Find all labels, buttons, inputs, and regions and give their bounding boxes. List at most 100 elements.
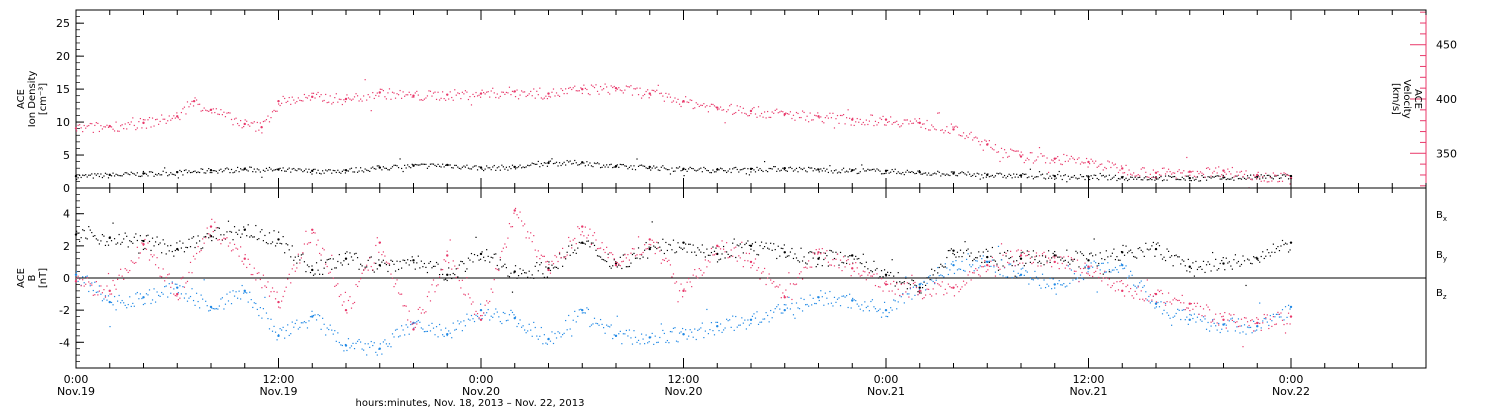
trace-dot: [786, 170, 788, 172]
data-point: [648, 247, 651, 251]
trace-dot: [937, 112, 939, 114]
trace-dot: [376, 237, 378, 239]
trace-dot: [98, 175, 100, 178]
data-point: [851, 267, 854, 270]
trace-dot: [287, 278, 289, 280]
trace-dot: [595, 249, 597, 251]
trace-dot: [847, 171, 849, 173]
data-point: [1019, 174, 1023, 177]
trace-dot: [811, 119, 813, 121]
data-point: [1053, 260, 1056, 264]
trace-dot: [363, 349, 365, 351]
trace-dot: [202, 168, 204, 170]
trace-dot: [809, 167, 811, 169]
trace-dot: [520, 326, 523, 328]
trace-dot: [199, 171, 201, 174]
trace-dot: [1067, 175, 1069, 177]
trace-dot: [214, 308, 216, 310]
trace-dot: [864, 124, 866, 126]
trace-dot: [931, 174, 933, 176]
trace-dot: [792, 314, 795, 316]
trace-dot: [528, 323, 530, 325]
trace-dot: [1060, 259, 1062, 261]
trace-dot: [539, 335, 541, 337]
trace-dot: [1102, 174, 1104, 177]
trace-dot: [309, 241, 312, 244]
trace-dot: [1207, 321, 1209, 324]
trace-dot: [1263, 313, 1265, 316]
trace-dot: [478, 94, 480, 96]
trace-dot: [205, 172, 207, 174]
trace-dot: [161, 291, 163, 294]
trace-dot: [891, 123, 893, 125]
trace-dot: [613, 259, 615, 261]
trace-dot: [595, 239, 597, 241]
trace-dot: [1040, 265, 1042, 267]
trace-dot: [1026, 254, 1028, 257]
trace-dot: [797, 112, 799, 115]
trace-dot: [578, 241, 580, 244]
trace-dot: [405, 324, 407, 326]
trace-dot: [218, 305, 220, 307]
trace-dot: [1072, 260, 1074, 262]
trace-dot: [1034, 270, 1036, 273]
trace-dot: [1202, 176, 1205, 178]
trace-dot: [647, 257, 649, 259]
trace-dot: [644, 249, 646, 251]
trace-dot: [366, 266, 368, 268]
trace-dot: [956, 251, 959, 253]
trace-dot: [1113, 248, 1115, 250]
trace-dot: [311, 92, 313, 94]
trace-dot: [789, 111, 792, 113]
trace-dot: [771, 111, 773, 113]
trace-dot: [1253, 330, 1255, 332]
trace-dot: [586, 88, 588, 91]
trace-dot: [393, 286, 395, 288]
trace-dot: [909, 284, 911, 286]
trace-dot: [265, 286, 268, 288]
trace-dot: [1227, 319, 1229, 321]
trace-dot: [517, 217, 520, 219]
trace-dot: [721, 253, 723, 255]
trace-dot: [700, 269, 702, 271]
trace-dot: [657, 247, 659, 249]
trace-dot: [476, 312, 479, 315]
trace-dot: [208, 168, 210, 170]
trace-dot: [883, 269, 886, 271]
trace-dot: [329, 271, 331, 273]
trace-dot: [817, 253, 819, 255]
trace-dot: [170, 292, 172, 294]
trace-dot: [1069, 178, 1071, 180]
trace-dot: [707, 260, 709, 262]
trace-dot: [726, 318, 728, 320]
trace-dot: [209, 109, 211, 111]
trace-dot: [665, 241, 667, 244]
trace-dot: [814, 302, 816, 305]
trace-dot: [215, 237, 217, 240]
trace-dot: [300, 169, 302, 171]
trace-dot: [894, 285, 896, 287]
trace-dot: [880, 118, 883, 121]
data-point: [344, 97, 348, 101]
trace-dot: [634, 169, 637, 171]
trace-dot: [277, 334, 280, 336]
trace-dot: [195, 292, 198, 294]
trace-dot: [996, 172, 998, 174]
trace-dot: [852, 117, 854, 119]
trace-dot: [120, 175, 122, 177]
trace-dot: [870, 270, 872, 272]
trace-dot: [1089, 274, 1091, 277]
trace-dot: [199, 251, 201, 253]
trace-dot: [221, 114, 223, 116]
trace-dot: [888, 120, 890, 123]
trace-dot: [1014, 150, 1016, 152]
trace-dot: [849, 293, 851, 295]
trace-dot: [91, 123, 93, 125]
trace-dot: [1041, 255, 1044, 257]
trace-dot: [202, 238, 204, 240]
trace-dot: [1131, 274, 1133, 276]
trace-dot: [265, 312, 268, 314]
trace-dot: [902, 171, 904, 174]
trace-dot: [296, 262, 298, 264]
trace-dot: [805, 262, 807, 264]
